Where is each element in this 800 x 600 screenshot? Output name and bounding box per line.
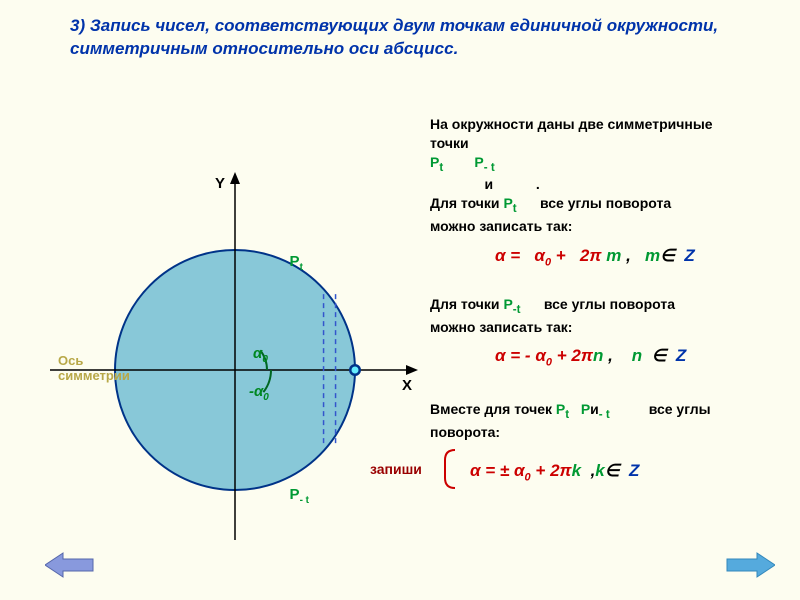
intro-text: На окружности даны две симметричные точк…	[430, 115, 785, 236]
pmt-label: P- t	[290, 486, 310, 506]
next-button[interactable]	[725, 550, 775, 585]
y-axis-label: Y	[215, 175, 225, 192]
title-line2: симметричным относительно оси абсцисс.	[70, 39, 458, 58]
para3-text: Вместе для точек Pt Pи- t все углы повор…	[430, 400, 790, 441]
title-line1: 3) Запись чисел, соответствующих двум то…	[70, 16, 718, 35]
para2-text: Для точки P-t все углы поворота можно за…	[430, 295, 785, 336]
prev-arrow-icon	[45, 550, 95, 580]
pt-label: Pt	[290, 253, 304, 273]
formula-3: α = ± α0 + 2πk ,k∈ Z	[470, 460, 639, 485]
unit-circle-diagram: Y X Осьсимметрии Pt P- t α0 -α0	[40, 170, 420, 550]
formula-1: α = α0 + 2π m , m∈ Z	[495, 245, 695, 270]
bracket-svg-wrap	[440, 448, 460, 495]
formula-2: α = - α0 + 2πn , n ∈ Z	[495, 345, 686, 370]
x-axis-arrow	[406, 365, 418, 375]
x-axis-label: X	[402, 377, 412, 394]
y-axis-arrow	[230, 172, 240, 184]
zapishi-label: запиши	[370, 460, 422, 479]
bracket-icon	[440, 448, 460, 490]
slide-title: 3) Запись чисел, соответствующих двум то…	[70, 15, 718, 61]
prev-button[interactable]	[45, 550, 95, 585]
point-on-circle-inner	[352, 367, 359, 374]
next-arrow-icon	[725, 550, 775, 580]
diagram-svg: Y X Осьсимметрии Pt P- t α0 -α0	[40, 170, 420, 550]
